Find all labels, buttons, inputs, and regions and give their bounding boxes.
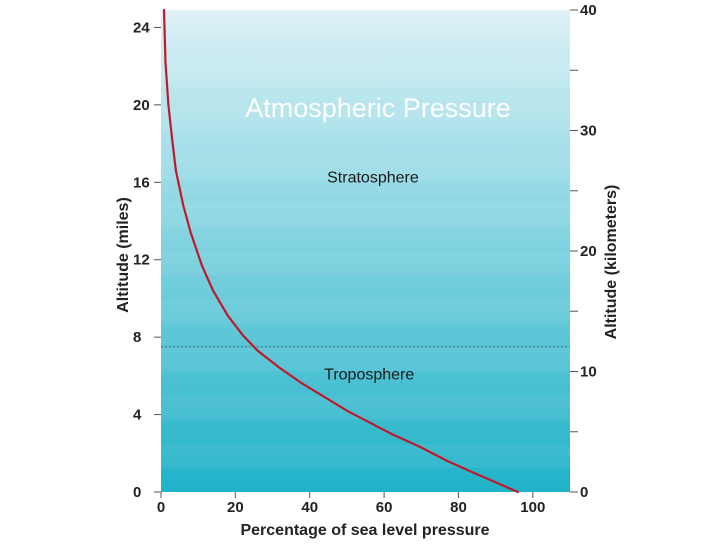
background-band bbox=[161, 251, 570, 275]
background-band bbox=[161, 58, 570, 82]
y-tick-label-left: 16 bbox=[133, 174, 150, 191]
chart-title: Atmospheric Pressure bbox=[245, 93, 511, 123]
x-tick-label: 60 bbox=[376, 499, 393, 516]
y-axis-title-left: Altitude (miles) bbox=[115, 197, 132, 313]
background-band bbox=[161, 203, 570, 227]
x-tick-label: 100 bbox=[520, 499, 545, 516]
y-axis-title-right: Altitude (kilometers) bbox=[603, 185, 620, 340]
annotation-label: Troposphere bbox=[324, 367, 414, 384]
x-tick-label: 0 bbox=[157, 499, 165, 516]
x-tick-label: 80 bbox=[450, 499, 467, 516]
background-band bbox=[161, 396, 570, 420]
y-tick-label-left: 4 bbox=[133, 407, 142, 424]
y-tick-label-right: 40 bbox=[580, 2, 597, 19]
background-band bbox=[161, 299, 570, 323]
y-tick-label-left: 20 bbox=[133, 97, 150, 114]
annotation-label: Stratosphere bbox=[327, 169, 419, 186]
y-tick-label-right: 10 bbox=[580, 364, 597, 381]
y-tick-label-right: 0 bbox=[580, 484, 588, 501]
background-band bbox=[161, 10, 570, 34]
x-tick-label: 40 bbox=[301, 499, 318, 516]
y-tick-label-right: 30 bbox=[580, 123, 597, 140]
y-tick-label-left: 12 bbox=[133, 252, 150, 269]
y-tick-label-right: 20 bbox=[580, 243, 597, 260]
y-tick-label-left: 24 bbox=[133, 19, 150, 36]
x-tick-label: 20 bbox=[227, 499, 244, 516]
y-tick-label-left: 8 bbox=[133, 329, 141, 346]
y-tick-label-left: 0 bbox=[133, 484, 141, 501]
background-band bbox=[161, 444, 570, 468]
x-axis-title: Percentage of sea level pressure bbox=[240, 522, 489, 539]
